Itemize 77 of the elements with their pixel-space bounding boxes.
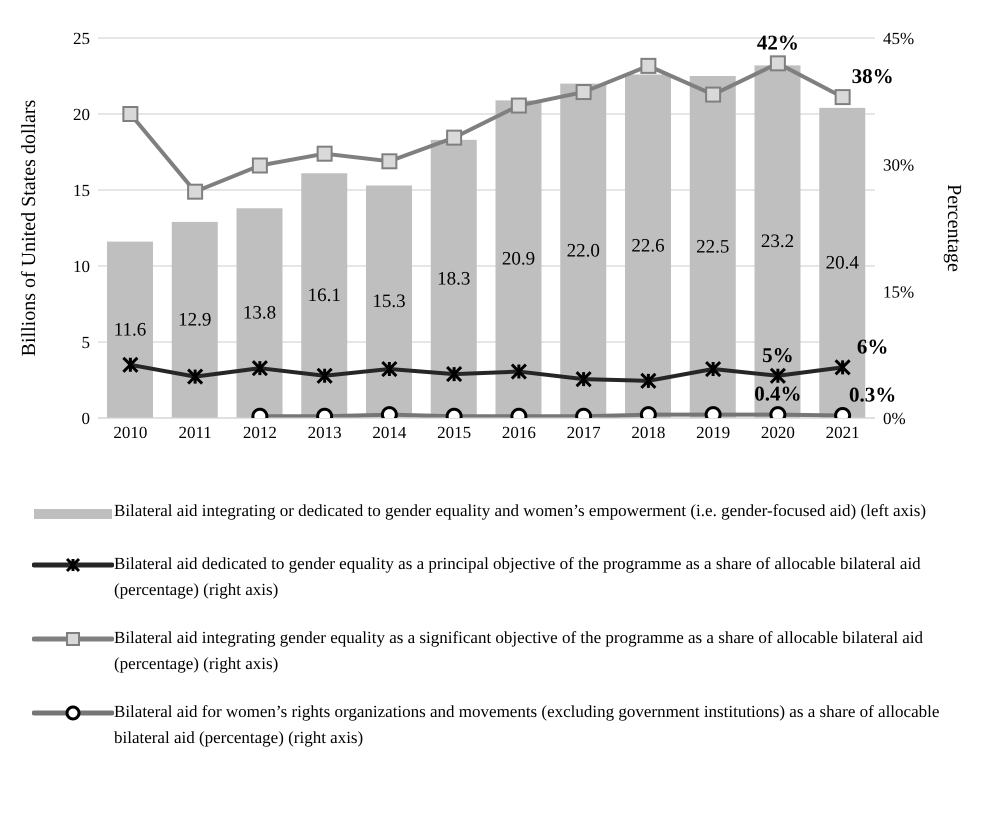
data-label: 12.9 (178, 309, 212, 330)
point (446, 130, 462, 146)
point (381, 153, 398, 170)
point (251, 360, 268, 377)
x-tick-label: 2019 (696, 423, 730, 442)
bar (690, 76, 736, 418)
data-label: 13.8 (242, 302, 276, 324)
x-tick-label: 2020 (760, 423, 795, 442)
data-label: 18.3 (437, 268, 470, 290)
x-tick-label: 2013 (308, 423, 342, 442)
point (576, 84, 592, 100)
legend-label: Bilateral aid integrating gender equality as a significant objective of the programme as a share of allocable bilateral aid (percentage) (right axis) (114, 627, 924, 675)
y-axis-title: Billions of United States dollars (18, 99, 40, 356)
bar (625, 74, 671, 418)
point (510, 98, 527, 114)
y2-tick-label: 45% (883, 29, 914, 48)
y-tick-label: 25 (73, 29, 90, 48)
data-label: 22.6 (631, 236, 665, 257)
data-label: 22.0 (566, 240, 600, 262)
point (705, 86, 722, 103)
x-tick-label: 2010 (113, 423, 148, 442)
point (575, 370, 592, 388)
y2-tick-label: 15% (883, 282, 914, 302)
y2-axis-title: Percentage (942, 184, 965, 272)
data-label: 38% (852, 64, 894, 88)
y-tick-label: 10 (73, 257, 90, 276)
point (316, 367, 334, 384)
point (640, 58, 656, 74)
y2-tick-label: 0% (883, 409, 906, 428)
point (186, 368, 204, 386)
data-label: 6% (856, 334, 888, 358)
x-tick-label: 2017 (566, 423, 602, 442)
point (510, 363, 528, 380)
legend-label: Bilateral aid for women’s rights organizations and movements (excluding government institutions) as a share of allocable bilateral aid (percentage) (right axis) (114, 701, 940, 749)
legend-label: Bilateral aid dedicated to gender equality as a principal objective of the programme as a share of allocable bilateral aid (percentage) (right axis) (114, 553, 922, 601)
data-label: 22.5 (696, 236, 730, 258)
point (122, 356, 139, 374)
point (770, 55, 786, 72)
y-tick-label: 5 (82, 333, 90, 352)
x-tick-label: 2012 (242, 423, 277, 442)
bar (754, 65, 800, 418)
point (446, 366, 463, 383)
y-tick-label: 0 (82, 409, 90, 428)
point (640, 372, 657, 390)
data-label: 42% (756, 30, 799, 54)
data-label: 15.3 (372, 291, 406, 312)
point (834, 89, 851, 106)
bar (366, 185, 412, 418)
data-label: 16.1 (308, 285, 341, 306)
bar (172, 222, 218, 418)
data-label: 0.3% (849, 382, 896, 406)
point (834, 358, 852, 376)
y2-tick-label: 30% (883, 156, 914, 175)
x-tick-label: 2018 (631, 423, 666, 442)
bar (107, 242, 153, 418)
x-tick-label: 2015 (437, 423, 472, 442)
x-tick-label: 2014 (372, 423, 407, 442)
y-tick-label: 20 (73, 105, 90, 124)
x-tick-label: 2016 (502, 423, 536, 442)
data-label: 0.4% (754, 382, 802, 406)
point (316, 146, 333, 162)
point (122, 106, 138, 122)
bar (236, 208, 282, 418)
point (769, 367, 786, 384)
point (380, 360, 398, 378)
data-label: 11.6 (114, 319, 146, 340)
y-tick-label: 15 (73, 181, 90, 200)
legend-label: Bilateral aid integrating or dedicated to gender equality and women’s empowerment (i.e. gender-focused aid) (left axis) (114, 500, 926, 522)
data-label: 20.9 (502, 248, 536, 270)
point (252, 158, 268, 174)
x-tick-label: 2021 (826, 423, 860, 442)
point (704, 360, 722, 378)
point (187, 184, 204, 200)
x-tick-label: 2011 (178, 423, 212, 442)
data-label: 23.2 (760, 231, 794, 252)
data-label: 5% (762, 342, 794, 367)
data-label: 20.4 (826, 252, 860, 274)
